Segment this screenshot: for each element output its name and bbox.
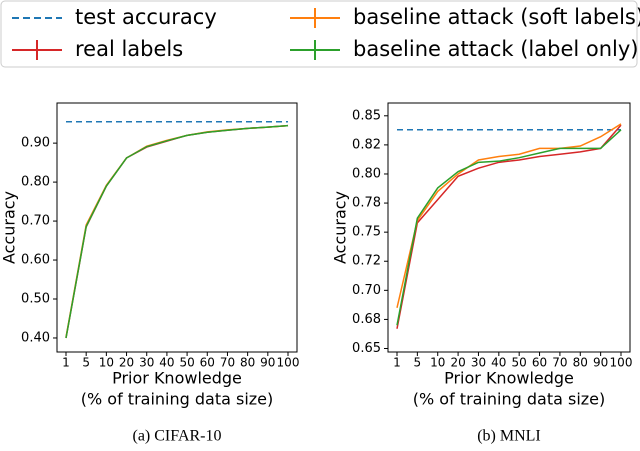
legend-label: real labels — [75, 37, 183, 61]
y-tick-label: 0.80 — [21, 175, 50, 190]
legend-label: test accuracy — [75, 5, 217, 29]
x-tick-label: 80 — [573, 356, 588, 370]
series-line — [65, 124, 289, 338]
caption: (b) MNLI — [477, 428, 541, 445]
x-tick-label: 70 — [552, 356, 567, 370]
y-tick-label: 0.70 — [21, 214, 50, 229]
y-tick-label: 0.68 — [352, 312, 381, 327]
series-line — [396, 123, 622, 308]
x-tick-label: 20 — [119, 356, 134, 370]
x-tick-label: 60 — [200, 356, 215, 370]
legend-label: baseline attack (label only) — [353, 37, 639, 61]
x-axis-label: Prior Knowledge — [112, 369, 242, 388]
x-tick-label: 90 — [260, 356, 275, 370]
x-axis-label: (% of training data size) — [81, 390, 274, 409]
series-line — [65, 124, 289, 339]
plot-frame — [387, 102, 631, 353]
series-line — [65, 124, 289, 339]
legend-box — [0, 0, 638, 68]
x-tick-label: 50 — [179, 356, 194, 370]
plot-frame — [56, 102, 298, 353]
x-tick-label: 100 — [277, 356, 300, 370]
caption: (a) CIFAR-10 — [132, 428, 221, 445]
y-axis-label: Accuracy — [0, 191, 19, 264]
x-tick-label: 90 — [593, 356, 608, 370]
x-tick-label: 70 — [220, 356, 235, 370]
x-tick-label: 30 — [471, 356, 486, 370]
y-tick-label: 0.75 — [352, 225, 381, 240]
y-tick-label: 0.65 — [352, 341, 381, 356]
x-tick-label: 80 — [240, 356, 255, 370]
x-tick-label: 50 — [512, 356, 527, 370]
y-tick-label: 0.72 — [352, 254, 381, 269]
series-line — [396, 124, 622, 329]
y-tick-label: 0.85 — [352, 108, 381, 123]
x-tick-label: 1 — [62, 356, 70, 370]
x-tick-label: 100 — [610, 356, 633, 370]
x-tick-label: 5 — [82, 356, 90, 370]
x-tick-label: 10 — [99, 356, 114, 370]
x-tick-label: 10 — [430, 356, 445, 370]
x-tick-label: 5 — [414, 356, 422, 370]
y-axis-label: Accuracy — [331, 191, 350, 264]
legend-label: baseline attack (soft labels) — [353, 5, 640, 29]
x-tick-label: 30 — [139, 356, 154, 370]
x-tick-label: 20 — [450, 356, 465, 370]
y-tick-label: 0.50 — [21, 292, 50, 307]
y-tick-label: 0.40 — [21, 330, 50, 345]
x-tick-label: 40 — [159, 356, 174, 370]
series-line — [396, 129, 622, 326]
x-axis-label: Prior Knowledge — [444, 369, 574, 388]
y-tick-label: 0.78 — [352, 196, 381, 211]
y-tick-label: 0.80 — [352, 166, 381, 181]
y-tick-label: 0.90 — [21, 136, 50, 151]
y-tick-label: 0.60 — [21, 253, 50, 268]
x-axis-label: (% of training data size) — [413, 390, 606, 409]
y-tick-label: 0.70 — [352, 283, 381, 298]
x-tick-label: 40 — [491, 356, 506, 370]
x-tick-label: 1 — [393, 356, 401, 370]
y-tick-label: 0.82 — [352, 137, 381, 152]
x-tick-label: 60 — [532, 356, 547, 370]
